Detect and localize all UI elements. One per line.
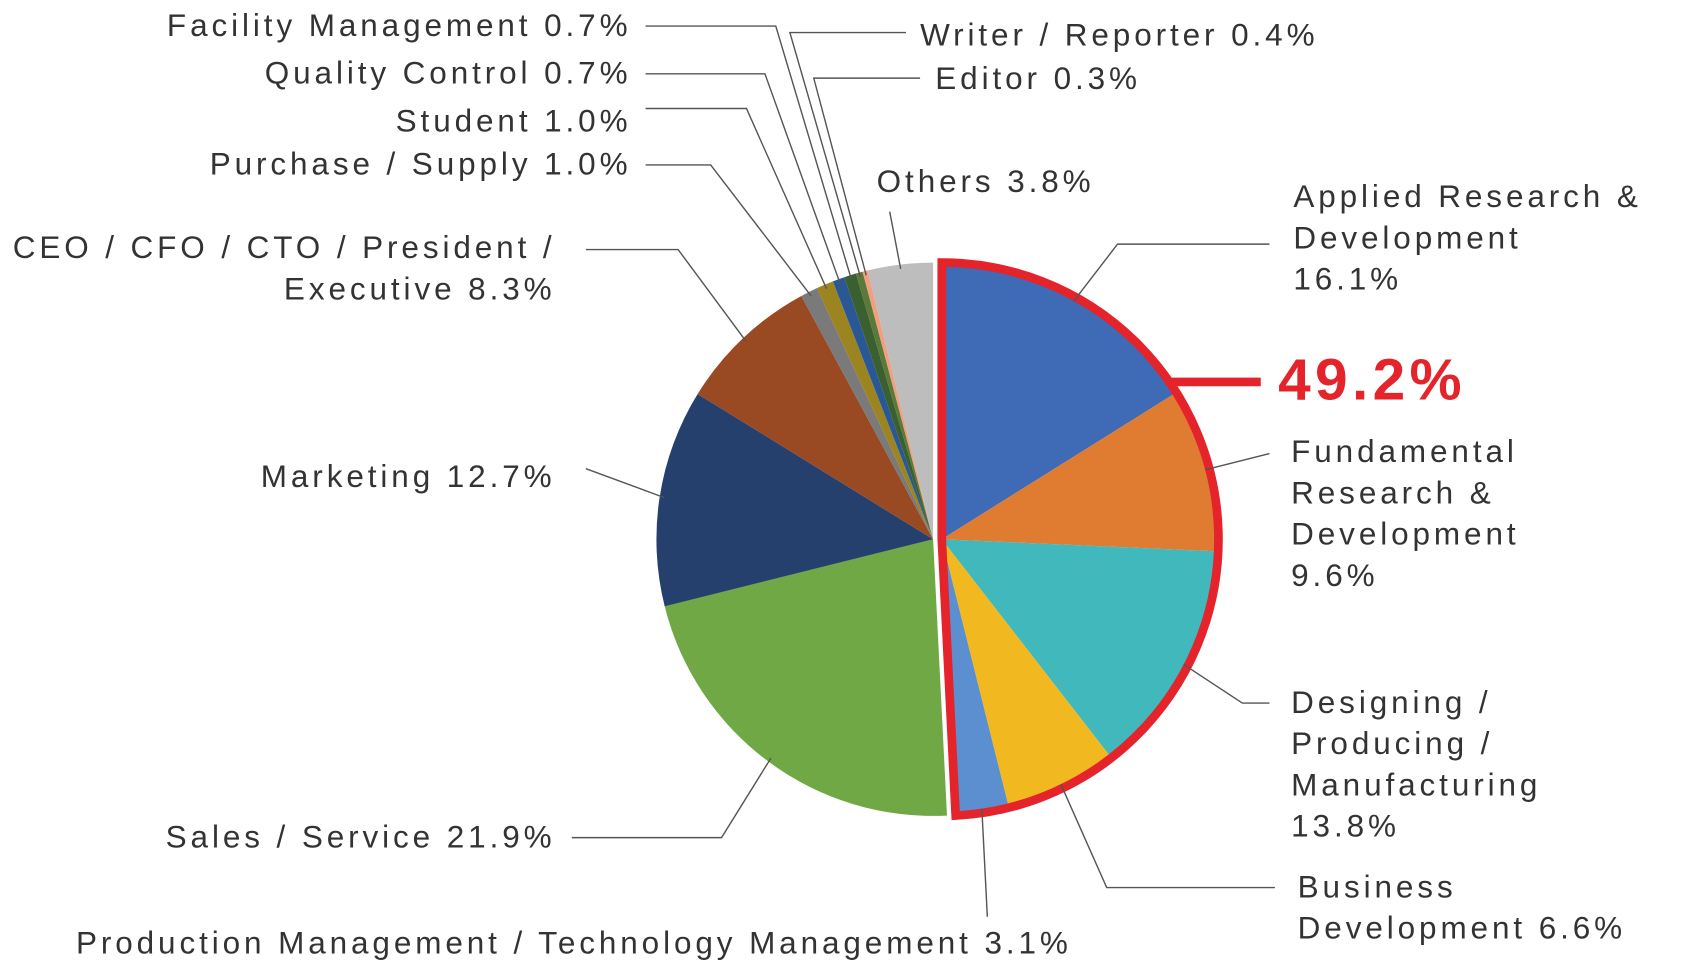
category-name: Facility Management [166, 8, 532, 44]
slice-label: Applied Research & Development 16.1% [1293, 177, 1698, 301]
pie-slice [862, 270, 934, 540]
leader-line [1060, 783, 1275, 889]
leader-line [645, 164, 812, 297]
pie-slice [941, 262, 1177, 540]
leader-line [585, 248, 747, 342]
slice-label: Sales / Service 21.9% [166, 817, 556, 858]
value-label: 0.7% [544, 8, 632, 44]
value-label: 3.8% [1007, 164, 1095, 200]
value-label: 1.0% [544, 147, 632, 183]
pie-slice [941, 392, 1219, 552]
leader-line [1073, 243, 1270, 302]
category-name: Marketing [260, 460, 435, 495]
value-label: 16.1% [1293, 262, 1403, 298]
pie-slice [816, 281, 934, 540]
slice-label: Fundamental Research & Development 9.6% [1291, 432, 1562, 597]
slice-label: Student 1.0% [396, 101, 632, 142]
value-label: 3.1% [984, 926, 1072, 962]
value-label: 0.3% [1053, 61, 1141, 97]
slice-label: Purchase / Supply 1.0% [210, 144, 632, 185]
category-name: CEO / CFO / CTO / President / Executive [12, 231, 556, 308]
pie-slice [832, 277, 934, 540]
value-label: 0.7% [544, 56, 632, 92]
highlight-outline [937, 258, 1223, 821]
slice-label: Writer / Reporter 0.4% [920, 15, 1318, 56]
leader-line [1183, 663, 1270, 704]
leader-line [585, 468, 665, 499]
slice-label: CEO / CFO / CTO / President / Executive … [8, 228, 556, 310]
value-label: 8.3% [468, 272, 556, 308]
category-name: Business Development [1297, 870, 1527, 947]
slice-label: Business Development 6.6% [1298, 867, 1694, 949]
value-label: 12.7% [446, 460, 556, 495]
leader-line [645, 25, 853, 280]
slice-label: Facility Management 0.7% [167, 5, 632, 46]
category-name: Fundamental Research & Development [1291, 435, 1520, 553]
pie-slice [697, 295, 934, 540]
leader-line [812, 77, 921, 276]
slice-label: Others 3.8% [877, 162, 1095, 203]
pie-slice [941, 539, 1009, 816]
category-name: Editor [935, 61, 1041, 97]
leader-line [1204, 452, 1270, 471]
category-name: Student [395, 104, 532, 139]
pie-slice [867, 262, 934, 540]
value-label: 21.9% [446, 820, 556, 855]
category-name: Writer / Reporter [920, 18, 1219, 54]
leader-line [889, 211, 902, 269]
pie-slice [844, 273, 934, 540]
leader-line [645, 107, 828, 289]
leader-line [981, 808, 989, 917]
category-name: Others [876, 164, 995, 200]
highlight-label: 49.2% [1278, 347, 1466, 413]
pie-slice [656, 393, 934, 607]
value-label: 0.4% [1231, 18, 1319, 54]
slice-label: Marketing 12.7% [261, 457, 556, 498]
pie-slice [664, 539, 948, 816]
pie-slice [801, 288, 934, 540]
slice-label: Production Management / Technology Manag… [76, 923, 1072, 964]
category-name: Sales / Service [165, 820, 435, 855]
leader-line [571, 757, 772, 839]
category-name: Production Management / Technology Manag… [75, 926, 972, 962]
category-name: Designing / Producing / Manufacturing [1291, 685, 1542, 803]
leader-line [788, 31, 906, 277]
leader-line [645, 73, 841, 284]
pie-slice [941, 539, 1219, 758]
slice-label: Editor 0.3% [935, 59, 1141, 100]
category-name: Purchase / Supply [209, 147, 532, 183]
pie-slice [855, 271, 934, 540]
pie-slice [941, 539, 1112, 808]
value-label: 6.6% [1538, 911, 1627, 947]
category-name: Applied Research & Development [1293, 180, 1642, 257]
category-name: Quality Control [264, 56, 532, 92]
slice-label: Quality Control 0.7% [265, 53, 632, 94]
value-label: 1.0% [544, 104, 632, 139]
slice-label: Designing / Producing / Manufacturing 13… [1291, 682, 1595, 847]
value-label: 13.8% [1291, 809, 1400, 845]
value-label: 9.6% [1291, 558, 1379, 594]
